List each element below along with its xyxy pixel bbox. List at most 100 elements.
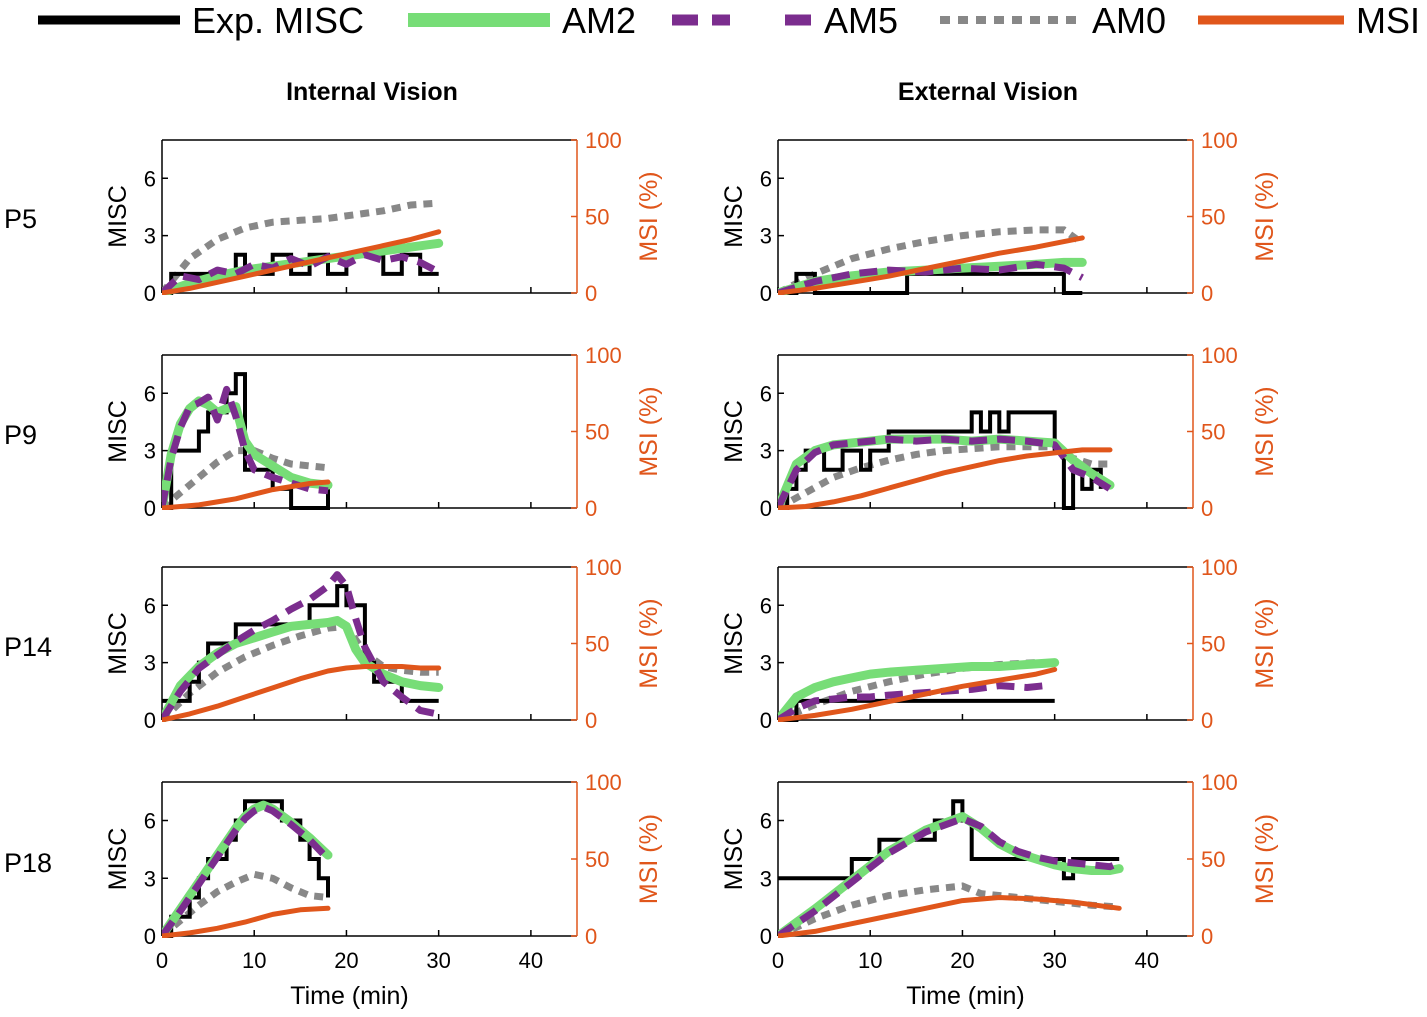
- x-tick-label: 20: [334, 948, 358, 973]
- series-msi: [778, 235, 1085, 295]
- x-tick-label: 40: [519, 948, 543, 973]
- y-tick-label-right: 100: [1201, 128, 1238, 153]
- plot-area: [778, 799, 1124, 938]
- x-tick-label: 10: [858, 948, 882, 973]
- series-am5: [778, 815, 1121, 938]
- y-tick-label-left: 3: [760, 439, 772, 464]
- y-tick-label-right: 0: [1201, 281, 1213, 306]
- x-tick-label: 40: [1135, 948, 1159, 973]
- x-tick-label: 20: [950, 948, 974, 973]
- y-tick-label-right: 0: [585, 496, 597, 521]
- row-label-p5: P5: [4, 204, 37, 234]
- panel-p9-external: 0 3 6 0 50 100 MISC MSI (%): [720, 343, 1279, 521]
- y-tick-label-left: 6: [144, 381, 156, 406]
- xlabel: Time (min): [906, 982, 1025, 1010]
- y-tick-label-left: 6: [144, 809, 156, 834]
- panel-p9-internal: 0 3 6 0 50 100 MISC MSI (%): [104, 343, 663, 521]
- panel-p14-external: 0 3 6 0 50 100 MISC MSI (%): [720, 555, 1279, 733]
- y-tick-label-left: 6: [760, 593, 772, 618]
- y-tick-label-left: 0: [760, 496, 772, 521]
- series-am5: [162, 571, 440, 722]
- y-tick-label-right: 100: [1201, 555, 1238, 580]
- y-tick-label-right: 50: [585, 632, 609, 657]
- column-title-internal: Internal Vision: [286, 78, 458, 106]
- y-tick-label-right: 50: [1201, 847, 1225, 872]
- y-tick-label-right: 100: [1201, 770, 1238, 795]
- y-tick-label-left: 6: [760, 809, 772, 834]
- panel-p5-external: 0 3 6 0 50 100 MISC MSI (%): [720, 128, 1279, 306]
- legend-entry-am5: AM5: [785, 0, 898, 41]
- series-msi: [778, 447, 1113, 510]
- ylabel-left: MISC: [104, 185, 132, 248]
- series-am5: [162, 803, 331, 938]
- series-msi: [162, 905, 331, 938]
- y-tick-label-right: 50: [1201, 205, 1225, 230]
- y-tick-label-left: 6: [760, 166, 772, 191]
- legend-label: AM2: [562, 0, 636, 41]
- y-tick-label-right: 50: [585, 420, 609, 445]
- x-tick-label: 30: [1042, 948, 1066, 973]
- legend-entry-am2: AM2: [408, 0, 636, 41]
- series-exp-misc: [162, 799, 330, 938]
- y-tick-label-right: 100: [585, 770, 622, 795]
- ylabel-left: MISC: [720, 400, 748, 463]
- legend-label: Exp. MISC: [192, 0, 364, 41]
- series-msi: [778, 667, 1058, 722]
- legend-label: MSI: [1356, 0, 1420, 41]
- row-label-p18: P18: [4, 848, 52, 878]
- y-tick-label-left: 3: [144, 224, 156, 249]
- legend: Exp. MISC AM2 AM5 AM0 MSI: [38, 0, 1420, 41]
- y-tick-label-left: 3: [144, 866, 156, 891]
- series-msi: [778, 895, 1122, 938]
- y-tick-label-left: 0: [144, 708, 156, 733]
- series-msi: [162, 479, 331, 510]
- series-am0: [162, 199, 439, 295]
- y-tick-label-right: 50: [1201, 632, 1225, 657]
- y-tick-label-right: 100: [585, 343, 622, 368]
- xlabel: Time (min): [290, 982, 409, 1010]
- series-msi: [162, 229, 442, 295]
- y-tick-label-left: 6: [760, 381, 772, 406]
- y-tick-label-left: 3: [144, 651, 156, 676]
- row-label-p9: P9: [4, 420, 37, 450]
- series-exp-misc: [162, 584, 439, 703]
- y-tick-label-right: 100: [1201, 343, 1238, 368]
- ylabel-right: MSI (%): [635, 814, 663, 904]
- x-tick-label: 10: [242, 948, 266, 973]
- x-tick-label: 0: [772, 948, 784, 973]
- series-am5: [778, 435, 1112, 510]
- y-tick-label-left: 3: [760, 866, 772, 891]
- y-tick-label-left: 3: [144, 439, 156, 464]
- ylabel-left: MISC: [104, 400, 132, 463]
- legend-entry-am0: AM0: [940, 0, 1166, 41]
- y-tick-label-left: 3: [760, 651, 772, 676]
- legend-entry-exp-misc: Exp. MISC: [38, 0, 364, 41]
- series-am5: [778, 682, 1046, 722]
- plot-area: [778, 226, 1087, 295]
- ylabel-left: MISC: [720, 612, 748, 675]
- ylabel-right: MSI (%): [1251, 598, 1279, 688]
- y-tick-label-left: 3: [760, 224, 772, 249]
- y-tick-label-right: 0: [1201, 496, 1213, 521]
- y-tick-label-right: 0: [585, 924, 597, 949]
- ylabel-right: MSI (%): [635, 171, 663, 261]
- y-tick-label-right: 0: [585, 281, 597, 306]
- plot-area: [162, 372, 333, 510]
- panel-p5-internal: 0 3 6 0 50 100 MISC MSI (%): [104, 128, 663, 306]
- ylabel-left: MISC: [104, 828, 132, 891]
- column-title-external: External Vision: [898, 78, 1078, 106]
- y-tick-label-left: 0: [144, 924, 156, 949]
- x-tick-label: 0: [156, 948, 168, 973]
- series-am0: [778, 882, 1120, 938]
- y-tick-label-right: 50: [585, 205, 609, 230]
- y-tick-label-left: 6: [144, 593, 156, 618]
- legend-label: AM5: [824, 0, 898, 41]
- legend-label: AM0: [1092, 0, 1166, 41]
- ylabel-left: MISC: [720, 828, 748, 891]
- series-msi: [162, 664, 442, 722]
- y-tick-label-right: 0: [1201, 708, 1213, 733]
- y-tick-label-right: 100: [585, 128, 622, 153]
- y-tick-label-left: 6: [144, 166, 156, 191]
